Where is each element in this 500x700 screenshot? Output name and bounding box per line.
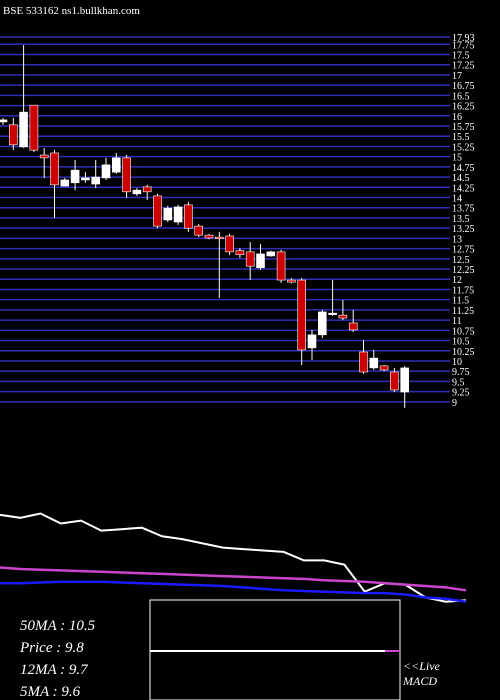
ma-annotation: 5MA : 9.6 <box>20 684 81 700</box>
candle-body <box>235 250 245 256</box>
y-tick-label: 11 <box>452 316 462 327</box>
y-tick-label: 9.75 <box>452 367 470 378</box>
y-tick-label: 13.25 <box>452 224 475 235</box>
ma-line <box>0 580 467 603</box>
y-tick-label: 14 <box>452 194 462 205</box>
candle-body <box>338 314 348 319</box>
y-tick-label: 15.5 <box>452 132 470 143</box>
candle-body <box>215 236 224 239</box>
y-tick-label: 16 <box>452 112 462 123</box>
candle-body <box>184 204 193 229</box>
y-tick-label: 17.25 <box>452 61 475 72</box>
candle-body <box>0 119 8 123</box>
y-tick-label: 13.5 <box>452 214 470 225</box>
candle-body <box>19 111 28 148</box>
y-tick-label: 12.25 <box>452 265 475 276</box>
candle-body <box>194 225 203 236</box>
y-tick-label: 16.75 <box>452 81 475 92</box>
candle-body <box>122 157 131 193</box>
y-tick-label: 13.75 <box>452 204 475 215</box>
candle-body <box>204 234 214 239</box>
candle-body <box>29 104 39 151</box>
candle-body <box>50 152 59 186</box>
y-tick-label: 16.5 <box>452 91 470 102</box>
candle-body <box>70 169 80 184</box>
y-tick-label: 10.75 <box>452 326 475 337</box>
y-tick-label: 9.5 <box>452 377 465 388</box>
candle-body <box>400 367 410 393</box>
candle-body <box>9 124 18 146</box>
y-tick-label: 10 <box>452 357 462 368</box>
candle-body <box>256 253 265 269</box>
y-tick-label: 15.75 <box>452 122 475 133</box>
candle-body <box>153 195 162 227</box>
y-tick-label: 12 <box>452 275 462 286</box>
y-tick-label: 11.75 <box>452 285 474 296</box>
y-tick-label: 17 <box>452 71 462 82</box>
candle-body <box>225 235 234 253</box>
y-tick-label: 14.5 <box>452 173 470 184</box>
candle-body <box>173 206 183 223</box>
candle-body <box>307 334 317 349</box>
candle-body <box>245 251 255 267</box>
y-tick-label: 11.25 <box>452 306 474 317</box>
candle-body <box>390 371 399 391</box>
candle-body <box>81 177 90 181</box>
y-tick-label: 17.93 <box>452 33 475 44</box>
candle-body <box>142 186 152 193</box>
ma-annotation: 12MA : 9.7 <box>20 662 89 678</box>
y-tick-label: 13 <box>452 234 462 245</box>
candle-body <box>359 351 368 373</box>
chart-title: BSE 533162 ns1.bullkhan.com <box>3 5 140 17</box>
candle-body <box>101 164 111 179</box>
y-tick-label: 14.25 <box>452 183 475 194</box>
ma-annotation: 50MA : 10.5 <box>20 618 96 634</box>
y-tick-label: 12.75 <box>452 245 475 256</box>
candle-body <box>348 322 358 331</box>
macd-label: <<Live <box>403 659 441 673</box>
y-tick-label: 17.75 <box>452 40 475 51</box>
y-tick-label: 17.5 <box>452 51 470 62</box>
candle-body <box>60 179 70 187</box>
candle-body <box>287 279 296 283</box>
candle-body <box>112 157 121 173</box>
ma-annotation: Price : 9.8 <box>19 640 84 656</box>
candle-body <box>163 207 173 221</box>
candle-body <box>276 251 286 281</box>
y-tick-label: 11.5 <box>452 296 469 307</box>
candle-body <box>317 311 327 336</box>
candle-body <box>132 189 142 195</box>
ma-line <box>0 512 467 603</box>
macd-label: MACD <box>402 674 437 688</box>
y-tick-label: 10.25 <box>452 347 475 358</box>
candle-body <box>297 279 307 351</box>
y-tick-label: 9.25 <box>452 388 470 399</box>
y-tick-label: 14.75 <box>452 163 475 174</box>
candle-body <box>91 176 100 185</box>
y-tick-label: 9 <box>452 398 457 409</box>
y-tick-label: 12.5 <box>452 255 470 266</box>
y-tick-label: 10.5 <box>452 337 470 348</box>
candle-body <box>369 357 379 369</box>
y-tick-label: 16.25 <box>452 102 475 113</box>
y-tick-label: 15 <box>452 153 462 164</box>
candle-body <box>266 251 276 257</box>
y-tick-label: 15.25 <box>452 142 475 153</box>
candle-body <box>379 365 389 371</box>
ma-line <box>0 566 467 592</box>
candle-body <box>328 312 337 315</box>
candle-body <box>39 154 49 159</box>
